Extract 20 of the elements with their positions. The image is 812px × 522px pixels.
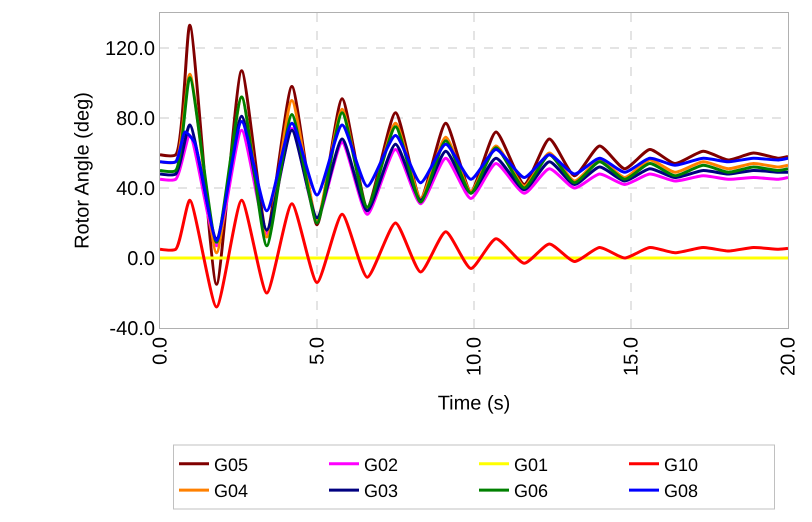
- y-tick-label: -40.0: [109, 318, 155, 340]
- line-series: [160, 198, 788, 308]
- legend-label: G08: [664, 481, 698, 502]
- legend-label: G01: [514, 454, 548, 475]
- legend-label: G06: [514, 481, 548, 502]
- y-tick-label: 80.0: [116, 108, 155, 130]
- y-tick-label: 40.0: [116, 178, 155, 200]
- legend-label: G03: [364, 481, 398, 502]
- legend-label: G04: [214, 481, 248, 502]
- x-tick-label: 10.0: [464, 337, 486, 376]
- x-axis-title: Time (s): [438, 392, 510, 414]
- x-tick-label: 20.0: [778, 337, 800, 376]
- legend-label: G10: [664, 454, 698, 475]
- legend-label: G05: [214, 454, 248, 475]
- y-tick-label: 0.0: [127, 248, 155, 270]
- y-axis-title: Rotor Angle (deg): [71, 92, 94, 249]
- x-tick-label: 5.0: [306, 337, 328, 365]
- legend-label: G02: [364, 454, 398, 475]
- y-tick-label: 120.0: [104, 38, 155, 60]
- x-tick-label: 15.0: [620, 337, 642, 376]
